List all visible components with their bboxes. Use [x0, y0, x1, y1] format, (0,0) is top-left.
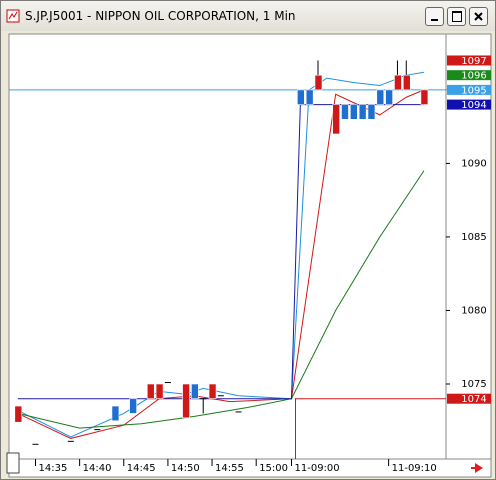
- prev-close-line: [295, 398, 446, 459]
- y-tick-label: 1080: [461, 305, 486, 316]
- x-tick-label: 14:55: [215, 463, 244, 474]
- candle-body: [314, 74, 323, 91]
- price-label: 1097: [461, 56, 486, 67]
- price-label: 1074: [461, 394, 486, 405]
- candle-body: [332, 104, 340, 135]
- price-label-box: [447, 84, 491, 95]
- candle-body: [182, 383, 190, 419]
- x-tick-label: 14:40: [83, 463, 112, 474]
- candle-body: [376, 89, 385, 105]
- candle-body: [402, 74, 411, 91]
- price-label-box: [447, 393, 491, 404]
- y-tick-label: 1090: [461, 158, 486, 169]
- x-tick-label: 11-09:10: [392, 463, 437, 474]
- candle-body: [208, 383, 217, 400]
- y-tick-label: 1075: [461, 379, 486, 390]
- window-title: S.JP.J5001 - NIPPON OIL CORPORATION, 1 M…: [25, 9, 296, 23]
- candle-body: [305, 89, 314, 105]
- minimize-button[interactable]: [425, 7, 444, 26]
- candle-body: [146, 383, 155, 400]
- price-label: 1095: [461, 85, 486, 96]
- maximize-button[interactable]: [447, 7, 466, 26]
- candle-body: [367, 104, 376, 120]
- candle-body: [341, 104, 349, 120]
- candle-body: [385, 89, 393, 105]
- price-label: 1094: [461, 100, 486, 111]
- price-label-box: [447, 99, 491, 110]
- y-tick-label: 1085: [461, 232, 486, 243]
- scroll-box[interactable]: [6, 452, 20, 474]
- price-label: 1096: [461, 71, 486, 82]
- candle-body: [111, 405, 120, 422]
- candle-body: [129, 398, 137, 414]
- candle-body: [14, 405, 23, 423]
- price-label-box: [447, 55, 491, 66]
- candle-body: [155, 383, 164, 400]
- candle-body: [358, 104, 367, 120]
- app-icon: [6, 9, 20, 23]
- candle-body: [191, 383, 199, 400]
- close-button[interactable]: [469, 7, 488, 26]
- x-tick-label: 11-09:00: [295, 463, 340, 474]
- x-tick-label: 14:45: [127, 463, 156, 474]
- candle-body: [394, 74, 402, 91]
- title-bar: S.JP.J5001 - NIPPON OIL CORPORATION, 1 M…: [1, 1, 495, 31]
- x-tick-label: 14:50: [171, 463, 200, 474]
- price-label-box: [447, 70, 491, 81]
- candle-body: [420, 89, 429, 105]
- indicator-line: [17, 170, 425, 429]
- scroll-arrow[interactable]: [471, 463, 483, 473]
- candle-body: [297, 89, 305, 105]
- indicator-line: [17, 89, 425, 439]
- x-tick-label: 14:35: [38, 463, 67, 474]
- x-tick-label: 15:00: [259, 463, 288, 474]
- candle-body: [350, 104, 358, 120]
